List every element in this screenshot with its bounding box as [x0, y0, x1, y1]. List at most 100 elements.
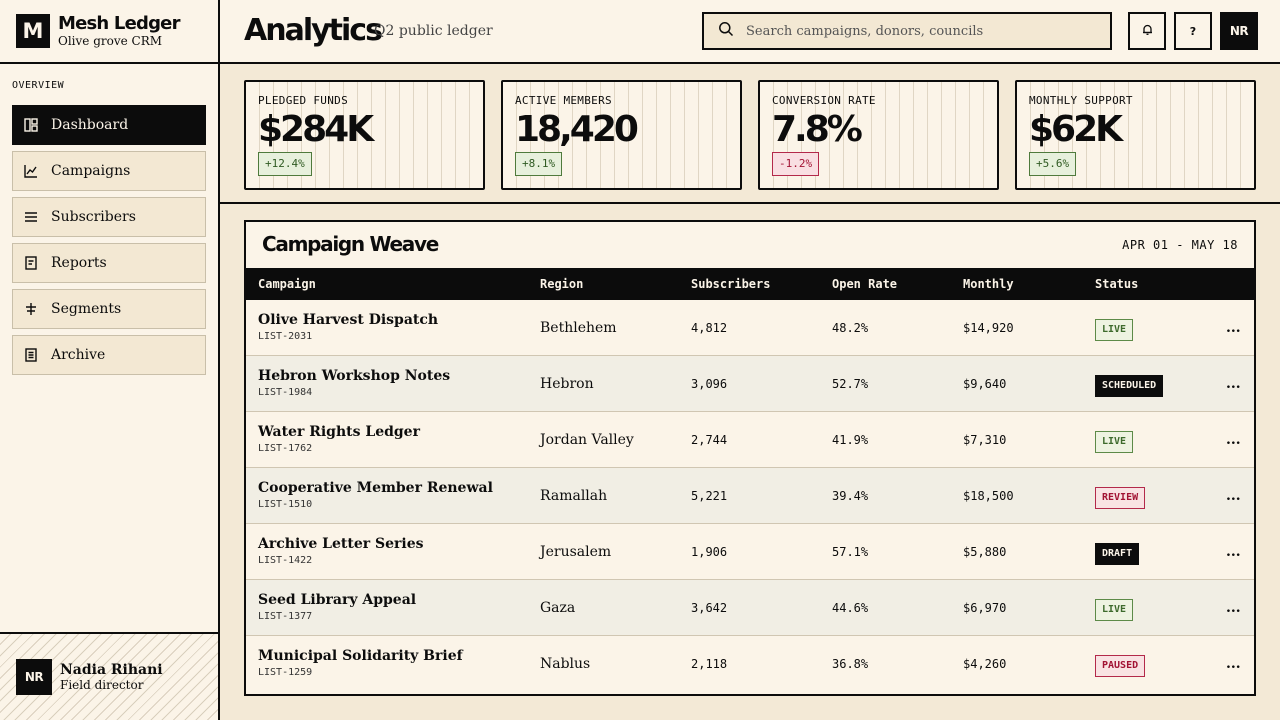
- row-more-button[interactable]: ...: [1226, 656, 1241, 672]
- kpi-value: 18,420: [515, 109, 639, 150]
- brand: M Mesh Ledger Olive grove CRM: [0, 0, 218, 64]
- kpi-value: $284K: [258, 109, 374, 150]
- status-cell: SCHEDULED: [1095, 373, 1164, 397]
- status-badge: DRAFT: [1095, 543, 1140, 565]
- region-cell: Jordan Valley: [540, 432, 634, 448]
- column-header-subscribers[interactable]: Subscribers: [691, 277, 771, 291]
- sidebar-item-reports[interactable]: Reports: [12, 243, 206, 283]
- brand-subtitle: Olive grove CRM: [58, 33, 163, 48]
- campaign-id: LIST-1984: [258, 387, 313, 398]
- document-icon: [24, 256, 38, 270]
- brand-logo: M: [16, 14, 50, 48]
- campaign-cell: Archive Letter Series LIST-1422: [258, 536, 424, 566]
- row-more-button[interactable]: ...: [1226, 320, 1241, 336]
- card-title: Campaign Weave: [262, 232, 439, 256]
- list-icon: [24, 210, 38, 224]
- row-more-button[interactable]: ...: [1226, 544, 1241, 560]
- subscribers-cell: 3,642: [691, 601, 728, 615]
- monthly-cell: $6,970: [963, 601, 1007, 615]
- kpi-delta-badge: +5.6%: [1029, 152, 1077, 176]
- column-header-region[interactable]: Region: [540, 277, 584, 291]
- table-row[interactable]: Archive Letter Series LIST-1422 Jerusalem 1…: [246, 524, 1254, 580]
- status-badge: LIVE: [1095, 599, 1134, 621]
- table-row[interactable]: Cooperative Member Renewal LIST-1510 Ramal…: [246, 468, 1254, 524]
- status-cell: REVIEW: [1095, 485, 1146, 509]
- kpi-delta-badge: -1.2%: [772, 152, 820, 176]
- page-title: Analytics: [244, 13, 383, 48]
- monthly-cell: $14,920: [963, 321, 1014, 335]
- nav-heading: OVERVIEW: [12, 80, 65, 91]
- kpi-value: 7.8%: [772, 109, 863, 150]
- status-cell: DRAFT: [1095, 541, 1140, 565]
- open-rate-cell: 48.2%: [832, 321, 869, 335]
- campaign-cell: Water Rights Ledger LIST-1762: [258, 424, 420, 454]
- campaign-name[interactable]: Seed Library Appeal: [258, 592, 417, 608]
- date-range[interactable]: APR 01 - MAY 18: [1122, 238, 1238, 252]
- row-more-button[interactable]: ...: [1226, 600, 1241, 616]
- sidebar-item-segments[interactable]: Segments: [12, 289, 206, 329]
- brand-title: Mesh Ledger: [58, 12, 180, 34]
- kpi-label: MONTHLY SUPPORT: [1029, 94, 1133, 107]
- dashboard-icon: [24, 118, 38, 132]
- archive-icon: [24, 348, 38, 362]
- row-more-button[interactable]: ...: [1226, 432, 1241, 448]
- user-panel[interactable]: NR Nadia Rihani Field director: [0, 632, 218, 720]
- campaign-name[interactable]: Archive Letter Series: [258, 536, 424, 552]
- search-box[interactable]: [702, 12, 1112, 50]
- open-rate-cell: 39.4%: [832, 489, 869, 503]
- help-button[interactable]: ?: [1174, 12, 1212, 50]
- table-row[interactable]: Olive Harvest Dispatch LIST-2031 Bethlehem…: [246, 300, 1254, 356]
- monthly-cell: $18,500: [963, 489, 1014, 503]
- column-header-open-rate[interactable]: Open Rate: [832, 277, 898, 291]
- campaign-id: LIST-1377: [258, 611, 313, 622]
- open-rate-cell: 44.6%: [832, 601, 869, 615]
- column-header-status[interactable]: Status: [1095, 277, 1139, 291]
- campaign-name[interactable]: Cooperative Member Renewal: [258, 480, 493, 496]
- table-row[interactable]: Seed Library Appeal LIST-1377 Gaza 3,642 44.…: [246, 580, 1254, 636]
- status-badge: SCHEDULED: [1095, 375, 1164, 397]
- sidebar-item-label: Subscribers: [51, 209, 136, 225]
- status-badge: LIVE: [1095, 431, 1134, 453]
- campaign-cell: Seed Library Appeal LIST-1377: [258, 592, 416, 622]
- kpi-card-active-members: ACTIVE MEMBERS 18,420 +8.1%: [501, 80, 742, 190]
- sidebar-item-archive[interactable]: Archive: [12, 335, 206, 375]
- column-header-campaign[interactable]: Campaign: [258, 277, 316, 291]
- help-icon: ?: [1189, 24, 1197, 38]
- search-input[interactable]: [746, 23, 1076, 39]
- subscribers-cell: 2,744: [691, 433, 728, 447]
- sidebar-item-subscribers[interactable]: Subscribers: [12, 197, 206, 237]
- campaign-name[interactable]: Municipal Solidarity Brief: [258, 648, 463, 664]
- subscribers-cell: 1,906: [691, 545, 728, 559]
- sidebar-item-campaigns[interactable]: Campaigns: [12, 151, 206, 191]
- status-badge: REVIEW: [1095, 487, 1146, 509]
- account-avatar-button[interactable]: NR: [1220, 12, 1258, 50]
- avatar: NR: [16, 659, 52, 695]
- table-row[interactable]: Hebron Workshop Notes LIST-1984 Hebron 3,09…: [246, 356, 1254, 412]
- status-badge: LIVE: [1095, 319, 1134, 341]
- campaign-name[interactable]: Water Rights Ledger: [258, 424, 420, 440]
- monthly-cell: $4,260: [963, 657, 1007, 671]
- campaign-table-card: Campaign Weave APR 01 - MAY 18 Campaign …: [244, 220, 1256, 696]
- sidebar: M Mesh Ledger Olive grove CRM OVERVIEW D…: [0, 0, 220, 720]
- campaign-name[interactable]: Olive Harvest Dispatch: [258, 312, 439, 328]
- table-row[interactable]: Municipal Solidarity Brief LIST-1259 Nablu…: [246, 636, 1254, 692]
- page-subtitle: Q2 public ledger: [374, 23, 493, 39]
- row-more-button[interactable]: ...: [1226, 376, 1241, 392]
- row-more-button[interactable]: ...: [1226, 488, 1241, 504]
- column-header-monthly[interactable]: Monthly: [963, 277, 1014, 291]
- sidebar-item-label: Dashboard: [51, 117, 129, 133]
- status-cell: LIVE: [1095, 597, 1134, 621]
- monthly-cell: $9,640: [963, 377, 1007, 391]
- sidebar-item-dashboard[interactable]: Dashboard: [12, 105, 206, 145]
- sidebar-item-label: Reports: [51, 255, 107, 271]
- kpi-delta-badge: +12.4%: [258, 152, 312, 176]
- monthly-cell: $7,310: [963, 433, 1007, 447]
- table-header: Campaign Region Subscribers Open Rate Mo…: [246, 268, 1254, 300]
- kpi-card-monthly-support: MONTHLY SUPPORT $62K +5.6%: [1015, 80, 1256, 190]
- notifications-button[interactable]: [1128, 12, 1166, 50]
- top-header: Analytics Q2 public ledger ? NR: [220, 0, 1280, 64]
- subscribers-cell: 5,221: [691, 489, 728, 503]
- table-row[interactable]: Water Rights Ledger LIST-1762 Jordan Valle…: [246, 412, 1254, 468]
- campaign-name[interactable]: Hebron Workshop Notes: [258, 368, 451, 384]
- region-cell: Jerusalem: [540, 544, 612, 560]
